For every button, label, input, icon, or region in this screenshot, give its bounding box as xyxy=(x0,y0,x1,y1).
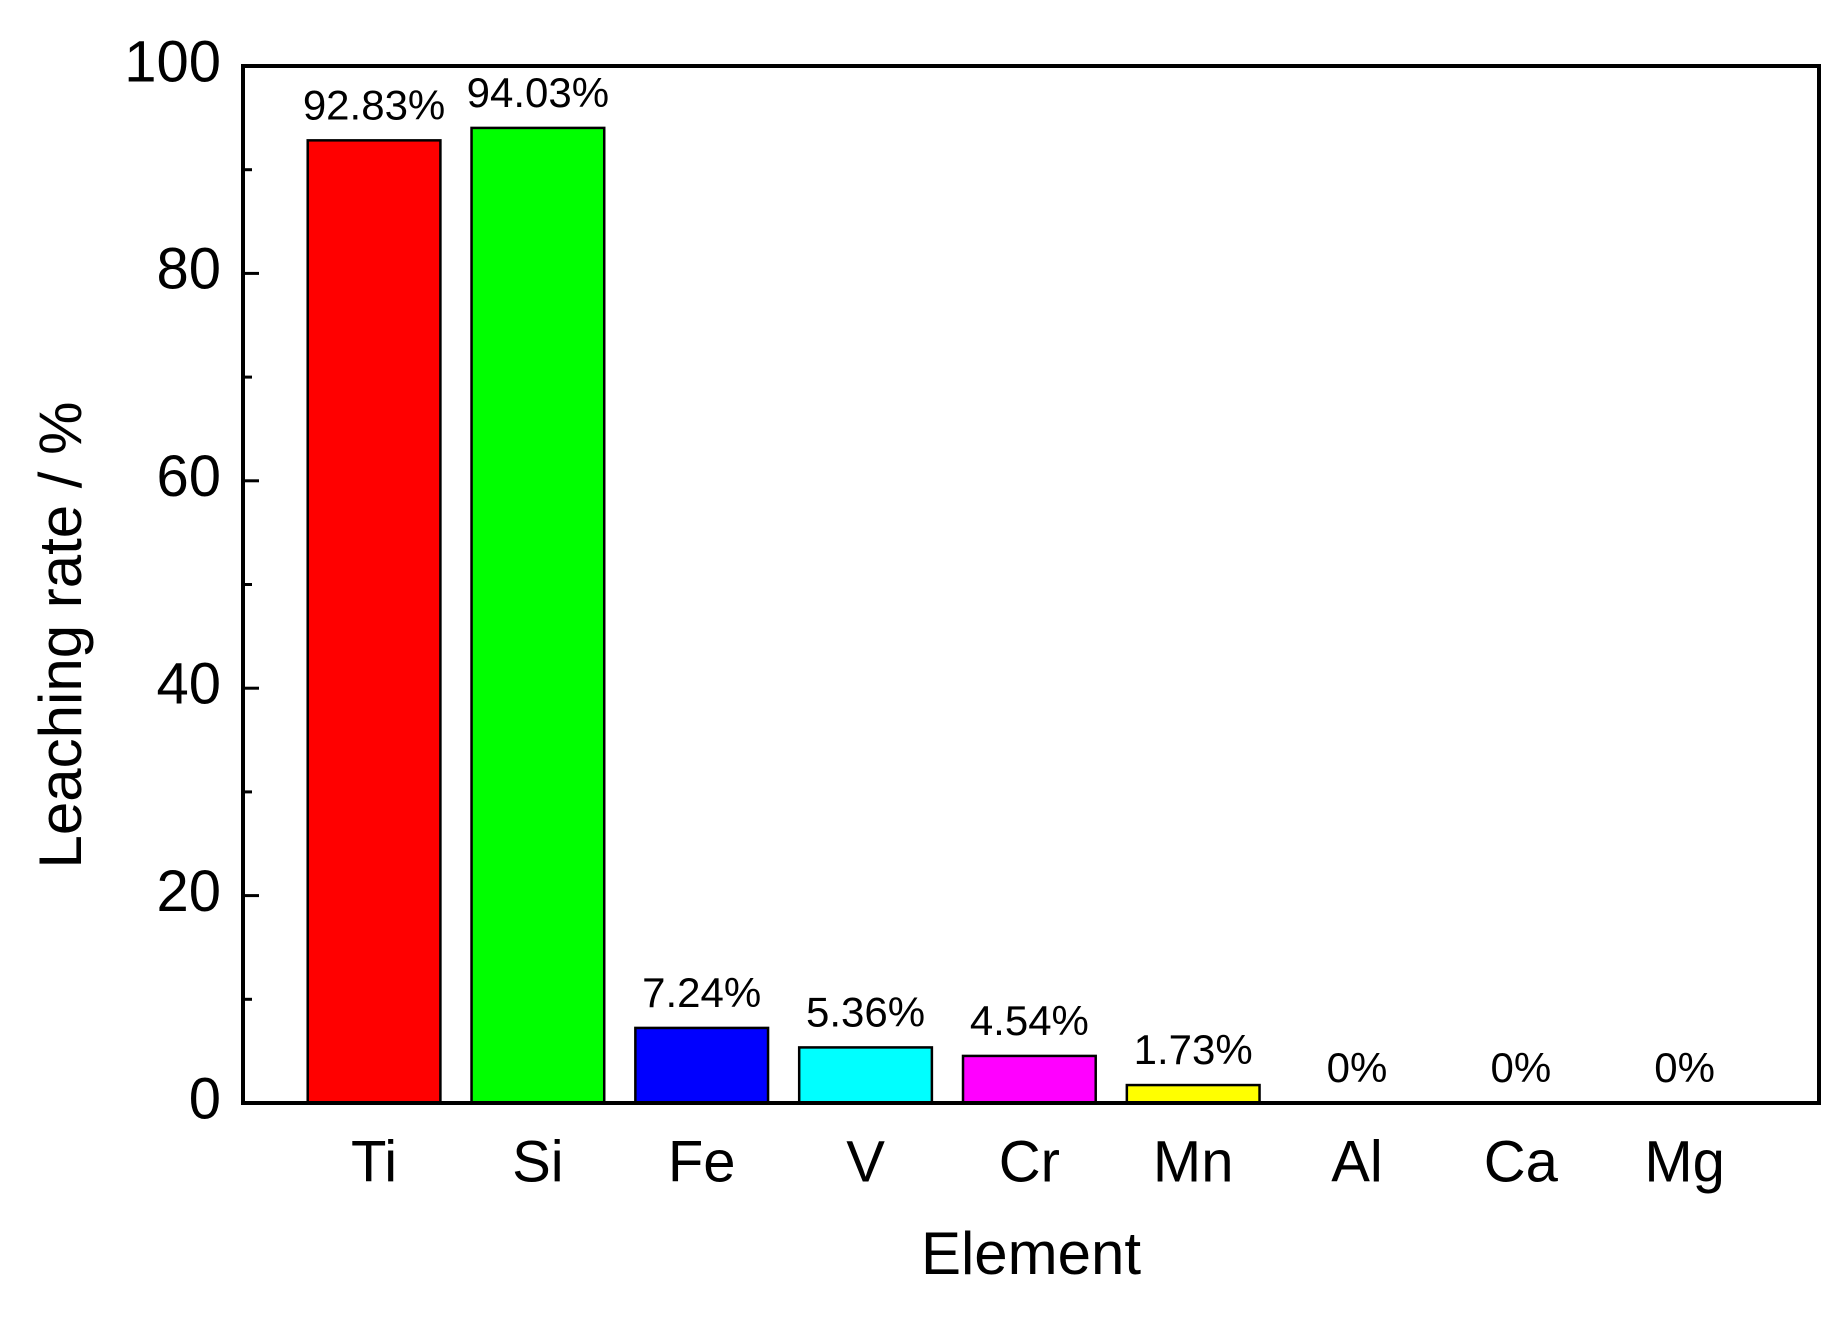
x-tick-label: Si xyxy=(512,1129,564,1194)
y-tick-label: 80 xyxy=(156,237,221,302)
value-label: 7.24% xyxy=(642,969,761,1016)
bar xyxy=(961,1054,1097,1105)
value-label: 0% xyxy=(1490,1044,1551,1091)
value-label: 0% xyxy=(1654,1044,1715,1091)
value-label: 0% xyxy=(1327,1044,1388,1091)
value-label: 94.03% xyxy=(467,69,609,116)
x-tick-label: Ti xyxy=(351,1129,397,1194)
x-tick-label: Al xyxy=(1331,1129,1383,1194)
x-axis-title: Element xyxy=(921,1220,1141,1287)
value-label: 4.54% xyxy=(970,997,1089,1044)
bar xyxy=(797,1046,934,1105)
x-tick-label: Ca xyxy=(1484,1129,1559,1194)
y-tick-label: 20 xyxy=(156,859,221,924)
bar xyxy=(470,126,606,1105)
value-label: 5.36% xyxy=(806,989,925,1036)
y-tick-label: 40 xyxy=(156,652,221,717)
x-tick-label: Mn xyxy=(1153,1129,1234,1194)
value-label: 1.73% xyxy=(1134,1026,1253,1073)
bar xyxy=(634,1026,770,1105)
y-tick-label: 100 xyxy=(124,29,221,94)
x-tick-label: Mg xyxy=(1644,1129,1725,1194)
y-axis-title: Leaching rate / % xyxy=(27,402,94,869)
x-tick-label: Cr xyxy=(999,1129,1060,1194)
bar xyxy=(306,139,442,1105)
x-tick-label: V xyxy=(846,1129,885,1194)
y-tick-label: 0 xyxy=(189,1066,221,1131)
value-label: 92.83% xyxy=(303,81,445,128)
y-tick-label: 60 xyxy=(156,444,221,509)
x-tick-label: Fe xyxy=(668,1129,736,1194)
plot-frame xyxy=(241,64,1821,1105)
bar xyxy=(1125,1083,1261,1105)
